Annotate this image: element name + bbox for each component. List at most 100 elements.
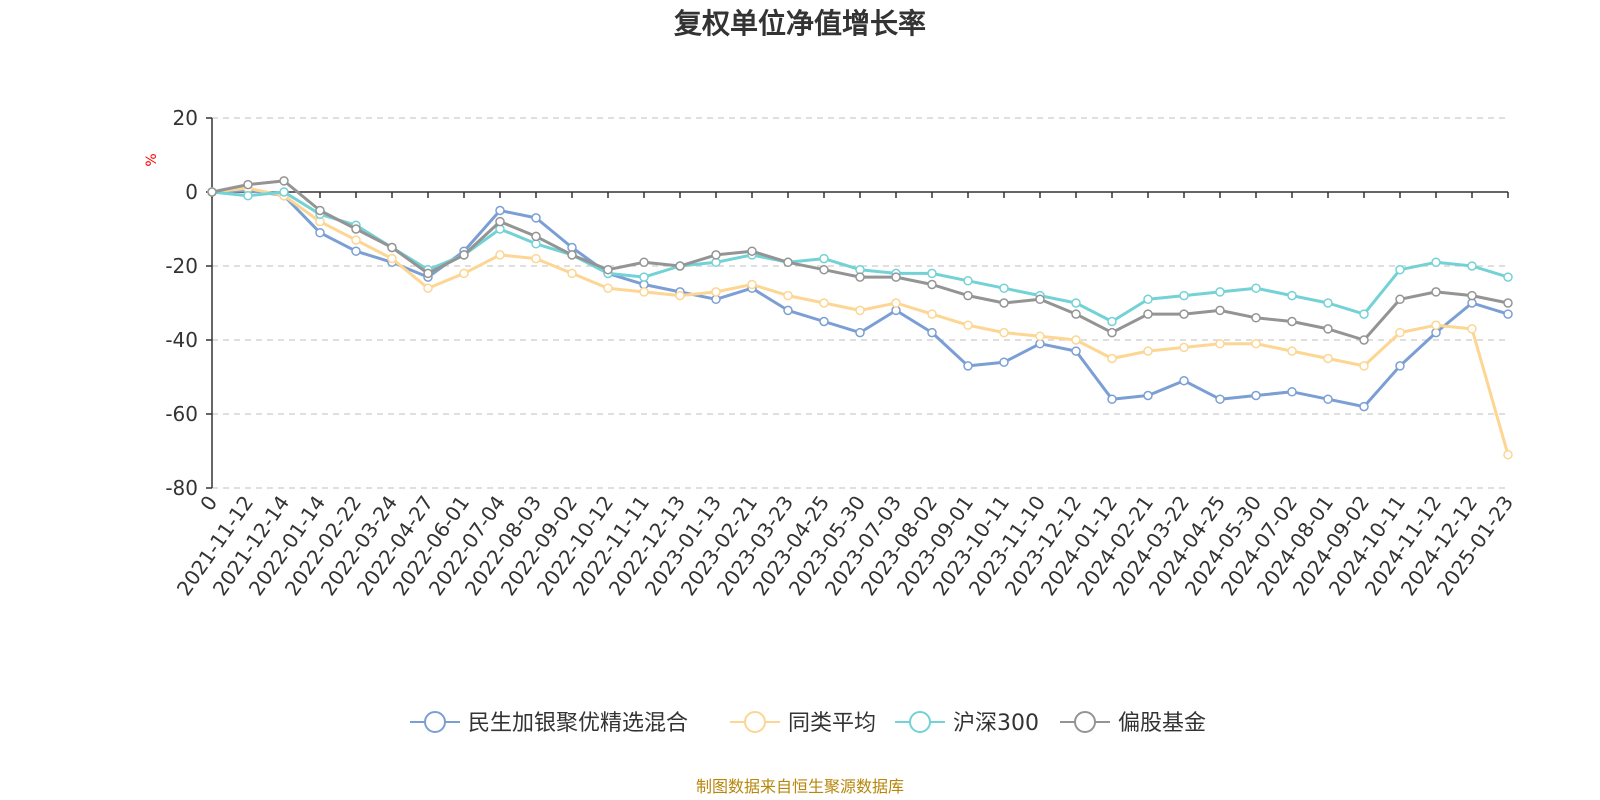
legend-marker-icon xyxy=(744,711,766,733)
data-point xyxy=(1107,316,1117,327)
data-point xyxy=(279,176,289,186)
data-point xyxy=(1035,331,1045,342)
data-point xyxy=(1071,346,1081,356)
data-point xyxy=(855,327,865,338)
data-point xyxy=(855,305,865,316)
data-point xyxy=(567,250,577,260)
data-point xyxy=(1395,264,1405,275)
data-point xyxy=(639,272,649,282)
data-point xyxy=(927,327,937,338)
data-point xyxy=(1323,353,1333,364)
legend-item[interactable]: 沪深300 xyxy=(895,711,1039,736)
data-point xyxy=(531,213,541,223)
data-point xyxy=(1359,361,1369,371)
data-point xyxy=(387,253,397,264)
data-point xyxy=(1431,320,1441,330)
x-tick-label: 0 xyxy=(195,491,222,515)
data-point xyxy=(1503,449,1513,460)
data-point xyxy=(243,190,253,201)
data-point xyxy=(963,276,973,286)
data-point xyxy=(747,279,757,290)
data-point xyxy=(819,253,829,264)
data-point xyxy=(927,268,937,279)
data-point xyxy=(1143,294,1153,305)
data-point xyxy=(639,257,649,268)
data-point xyxy=(1323,298,1333,308)
data-point xyxy=(1503,272,1513,282)
legend-label: 民生加银聚优精选混合 xyxy=(468,711,688,736)
data-point xyxy=(1143,309,1153,319)
data-point xyxy=(459,268,469,279)
data-point xyxy=(1287,387,1297,397)
data-point xyxy=(1215,338,1225,349)
data-point xyxy=(819,298,829,308)
data-point xyxy=(1215,305,1225,316)
y-axis-ticks: 20 0 -20 -40 -60 -80 xyxy=(165,106,213,500)
data-point xyxy=(711,287,721,297)
data-point xyxy=(1251,338,1261,349)
data-point xyxy=(1431,257,1441,268)
data-point xyxy=(351,246,361,256)
data-point xyxy=(1179,309,1189,319)
series-2 xyxy=(207,183,1513,460)
data-point xyxy=(1251,313,1261,323)
data-point xyxy=(351,224,361,234)
data-point xyxy=(243,179,253,190)
legend-item[interactable]: 偏股基金 xyxy=(1060,711,1206,736)
data-point xyxy=(891,272,901,282)
series-line xyxy=(211,186,1510,456)
data-point xyxy=(999,327,1009,338)
legend-label: 沪深300 xyxy=(953,711,1039,736)
data-point xyxy=(1107,394,1117,404)
data-point xyxy=(531,253,541,264)
series-1 xyxy=(207,185,1513,412)
data-point xyxy=(1467,290,1477,301)
data-point xyxy=(1071,309,1081,319)
data-point xyxy=(927,309,937,319)
chart-title: 复权单位净值增长率 xyxy=(674,7,926,40)
data-point xyxy=(1395,294,1405,305)
data-point xyxy=(783,305,793,316)
data-point xyxy=(1287,346,1297,356)
data-point xyxy=(1215,394,1225,404)
data-point xyxy=(1287,316,1297,327)
legend-marker-icon xyxy=(909,711,931,733)
data-point xyxy=(1179,290,1189,301)
data-point xyxy=(999,357,1009,367)
data-point xyxy=(1359,309,1369,319)
y-tick-label: 0 xyxy=(185,180,198,204)
data-point xyxy=(1179,342,1189,353)
data-point xyxy=(675,290,685,301)
data-point xyxy=(207,187,217,197)
data-point xyxy=(783,257,793,268)
data-point xyxy=(675,261,685,271)
data-point xyxy=(1251,283,1261,293)
data-point xyxy=(1323,324,1333,334)
data-point xyxy=(603,264,613,275)
y-axis-label: % xyxy=(144,153,160,166)
data-point xyxy=(819,264,829,275)
y-tick-label: -40 xyxy=(165,328,198,352)
data-point xyxy=(819,316,829,327)
data-point xyxy=(603,283,613,293)
grid-lines xyxy=(212,117,1508,489)
series-line xyxy=(211,188,1509,409)
legend[interactable]: 民生加银聚优精选混合 同类平均 沪深300 偏股基金 xyxy=(410,711,1206,736)
data-point xyxy=(387,242,397,253)
data-point xyxy=(351,235,361,245)
data-point xyxy=(495,250,505,260)
data-point xyxy=(315,227,325,238)
data-point xyxy=(1143,346,1153,356)
series-group xyxy=(207,176,1513,460)
data-point xyxy=(423,283,433,293)
data-point xyxy=(567,268,577,279)
data-point xyxy=(783,290,793,301)
y-tick-label: -80 xyxy=(165,476,198,500)
legend-item[interactable]: 同类平均 xyxy=(730,711,876,736)
series-line xyxy=(211,179,1509,342)
legend-item[interactable]: 民生加银聚优精选混合 xyxy=(410,711,688,736)
data-point xyxy=(1395,327,1405,338)
data-point xyxy=(963,361,973,371)
data-point xyxy=(531,231,541,242)
data-point xyxy=(1359,335,1369,345)
